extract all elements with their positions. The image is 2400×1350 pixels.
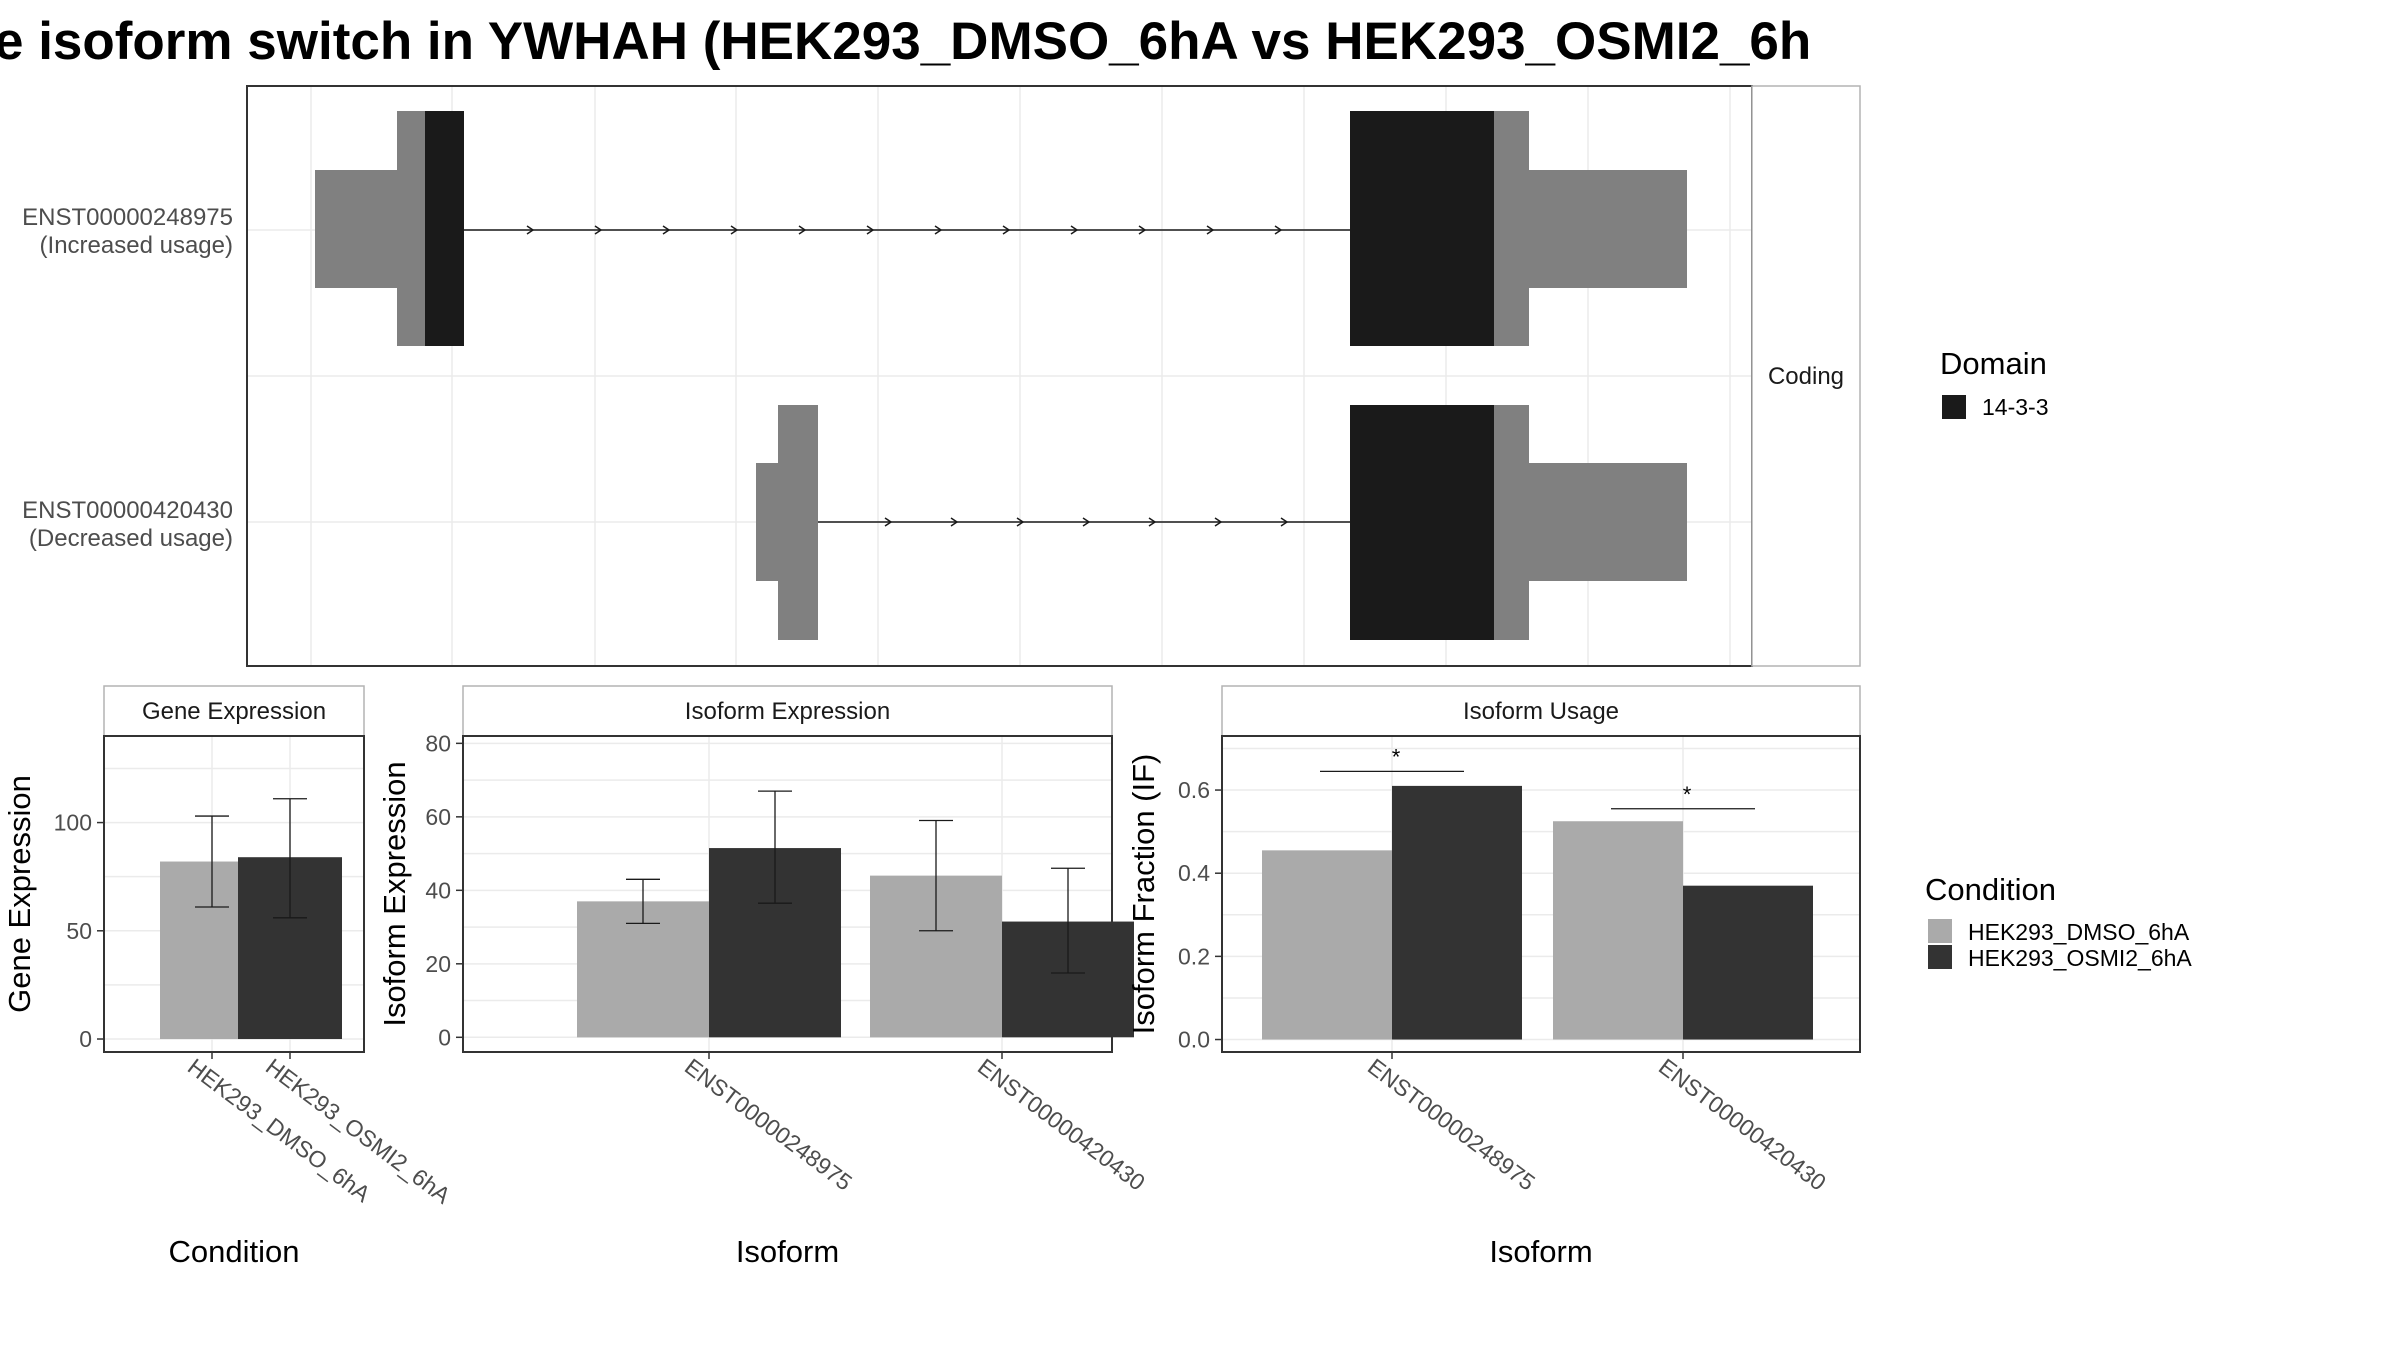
coding-strip <box>1751 85 1861 667</box>
plot-border <box>103 735 365 1053</box>
plot-border <box>1221 735 1861 1053</box>
y-tick-label: 60 <box>425 804 451 830</box>
utr-exon-1b <box>1529 170 1687 288</box>
y-tick-label: 0.0 <box>1178 1027 1210 1053</box>
y-tick-label: 0 <box>438 1024 451 1050</box>
y-tick-label: 0.4 <box>1178 860 1210 886</box>
isoform-track-2 <box>756 405 1687 640</box>
panel-strip-title: Isoform Expression <box>685 698 890 725</box>
utr-exon-1a <box>315 170 397 288</box>
y-tick-label: 50 <box>66 918 92 944</box>
isoform-expression-panel: Isoform Expression 0 20 40 60 80 ENST000002489… <box>377 685 1150 1269</box>
x-axis-title: Isoform <box>1489 1234 1592 1269</box>
condition-legend-title: Condition <box>1925 872 2056 907</box>
bar <box>1262 850 1392 1040</box>
y-tick-label: 0.6 <box>1178 777 1210 803</box>
y-tick-label: 100 <box>54 810 92 836</box>
y-tick-label: 0.2 <box>1178 943 1210 969</box>
cds-exon-1a <box>397 111 425 346</box>
domain-14-3-3-2b <box>1350 405 1494 640</box>
domain-14-3-3-1a <box>425 111 464 346</box>
isoform-label-2: ENST00000420430 <box>22 497 233 524</box>
domain-legend-swatch <box>1942 395 1966 419</box>
x-axis-title: Condition <box>169 1234 300 1269</box>
y-tick-label: 20 <box>425 951 451 977</box>
domain-legend-label: 14-3-3 <box>1982 394 2048 420</box>
cds-exon-2a <box>778 405 818 640</box>
condition-legend-swatch-dmso <box>1928 919 1952 943</box>
panel-strip <box>103 685 365 737</box>
significance-label: * <box>1683 782 1692 807</box>
condition-legend-swatch-osmi <box>1928 945 1952 969</box>
isoform-track-1 <box>315 111 1687 346</box>
utr-exon-2a <box>756 463 780 581</box>
x-tick-label: ENST00000420430 <box>973 1053 1150 1195</box>
domain-14-3-3-1b <box>1350 111 1494 346</box>
panel-strip-title: Gene Expression <box>142 698 326 725</box>
domain-legend: Domain 14-3-3 <box>1940 346 2048 420</box>
isoform-usage-panel: Isoform Usage 0.0 0.2 0.4 0.6 * * ENST000002489… <box>1126 685 1861 1269</box>
structure-panel: Coding ENST00000248975 (Increased usage)… <box>22 85 1861 667</box>
significance-label: * <box>1392 744 1401 769</box>
y-axis-title: Isoform Expression <box>377 761 412 1026</box>
x-axis-title: Isoform <box>736 1234 839 1269</box>
intron-arrows-1 <box>526 225 1283 235</box>
x-tick-label: ENST00000248975 <box>680 1053 857 1195</box>
y-tick-label: 40 <box>425 877 451 903</box>
plot-border <box>462 735 1113 1053</box>
y-tick-label: 80 <box>425 730 451 756</box>
y-axis-title: Gene Expression <box>2 775 37 1013</box>
coding-strip-label: Coding <box>1768 363 1844 390</box>
condition-legend-label-osmi: HEK293_OSMI2_6hA <box>1968 945 2192 971</box>
domain-legend-title: Domain <box>1940 346 2047 381</box>
bar <box>1392 785 1522 1040</box>
panel-strip-title: Isoform Usage <box>1463 698 1619 725</box>
cds-exon-1b <box>1494 111 1529 346</box>
intron-arrows-2 <box>884 517 1289 527</box>
y-axis-title: Isoform Fraction (IF) <box>1126 754 1161 1035</box>
panel-strip <box>1221 685 1861 737</box>
isoform-label-1: ENST00000248975 <box>22 204 233 231</box>
y-tick-label: 0 <box>79 1026 92 1052</box>
bar <box>1553 821 1683 1040</box>
x-tick-label: ENST00000248975 <box>1363 1053 1540 1195</box>
panel-strip <box>462 685 1113 737</box>
bar <box>1683 885 1813 1040</box>
gene-expression-panel: Gene Expression050100HEK293_DMSO_6hAHEK2… <box>2 685 456 1269</box>
x-tick-label: ENST00000420430 <box>1654 1053 1831 1195</box>
utr-exon-2b <box>1529 463 1687 581</box>
isoform-usage-2: (Decreased usage) <box>29 525 233 552</box>
isoform-usage-1: (Increased usage) <box>40 232 233 259</box>
condition-legend-label-dmso: HEK293_DMSO_6hA <box>1968 919 2190 945</box>
condition-legend: Condition HEK293_DMSO_6hA HEK293_OSMI2_6… <box>1925 872 2192 971</box>
cds-exon-2b <box>1494 405 1529 640</box>
figure-title: e isoform switch in YWHAH (HEK293_DMSO_6… <box>0 12 1811 71</box>
